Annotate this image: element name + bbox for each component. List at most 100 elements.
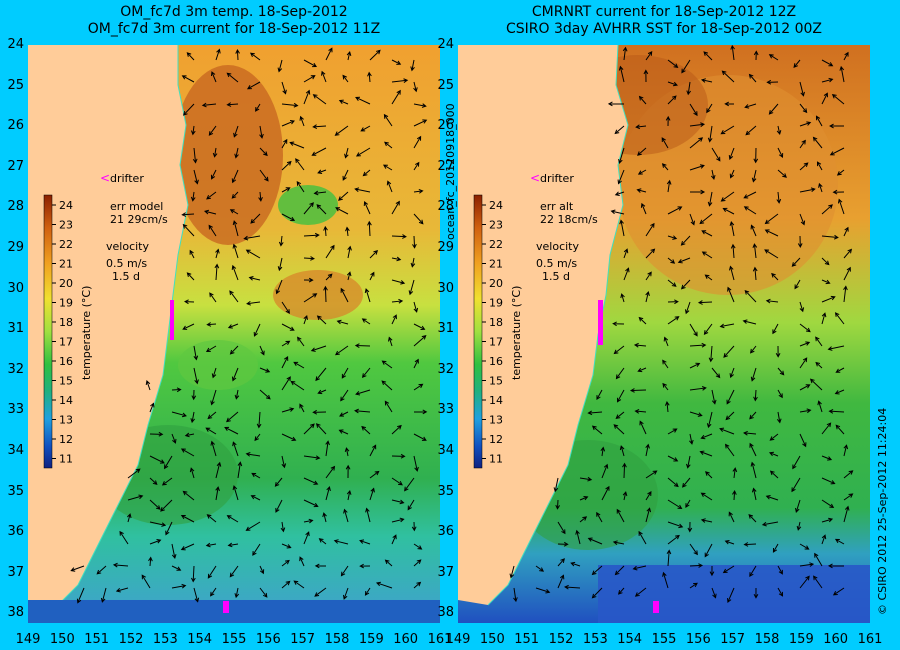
current-arrow — [596, 389, 603, 401]
current-arrow — [821, 234, 839, 240]
current-arrow — [391, 534, 397, 545]
current-arrow — [355, 96, 371, 105]
current-arrow — [318, 538, 327, 545]
current-arrow — [148, 556, 153, 567]
current-arrow — [311, 147, 327, 156]
longitude-label: 157 — [290, 632, 316, 647]
current-arrow — [776, 125, 782, 136]
current-arrow — [509, 565, 515, 579]
current-arrow — [312, 94, 327, 105]
current-arrow — [340, 287, 349, 303]
current-arrow — [667, 279, 677, 287]
current-arrow — [643, 69, 649, 83]
longitude-label: 161 — [857, 632, 883, 647]
current-arrow — [190, 125, 196, 136]
current-arrow — [843, 493, 854, 501]
current-arrow — [843, 444, 849, 457]
longitude-label: 156 — [255, 632, 281, 647]
current-arrow — [799, 139, 806, 149]
current-arrow — [689, 189, 706, 195]
current-arrow — [191, 565, 196, 583]
current-arrow — [303, 314, 308, 325]
current-arrow — [293, 580, 305, 589]
drifter-label: drifter — [540, 172, 574, 185]
current-arrow — [299, 556, 305, 567]
current-arrow — [336, 319, 349, 325]
current-arrow — [190, 191, 196, 202]
current-arrow — [413, 81, 418, 93]
current-arrow — [256, 411, 262, 429]
current-arrow — [613, 345, 625, 355]
current-arrow — [224, 426, 239, 435]
velocity-legend: velocity 0.5 m/s 1.5 d — [106, 240, 149, 283]
current-arrow — [214, 263, 220, 281]
current-arrow — [815, 115, 823, 127]
current-arrow — [639, 420, 647, 435]
current-arrow — [345, 464, 351, 479]
current-arrow — [210, 71, 217, 83]
current-arrow — [689, 103, 698, 117]
latitude-label: 25 — [437, 77, 454, 93]
current-arrow — [797, 235, 803, 248]
current-arrow — [638, 316, 647, 325]
current-arrow — [231, 367, 239, 382]
longitude-label: 159 — [358, 632, 384, 647]
current-arrow — [209, 292, 217, 303]
current-arrow — [821, 295, 836, 303]
current-arrow — [700, 433, 713, 440]
err-line1: err alt — [540, 200, 574, 213]
current-arrow — [749, 442, 757, 457]
current-arrow — [616, 508, 625, 523]
current-arrow — [791, 257, 801, 267]
current-arrow — [835, 424, 845, 435]
current-arrow — [303, 59, 318, 68]
current-arrow — [363, 200, 371, 215]
current-arrow — [645, 271, 652, 281]
current-arrow — [710, 169, 716, 180]
current-arrow — [689, 582, 698, 589]
current-arrow — [226, 102, 239, 107]
current-arrow — [290, 380, 305, 391]
current-arrow — [843, 505, 850, 523]
current-arrow — [677, 257, 691, 264]
current-arrow — [341, 367, 349, 379]
current-arrow — [768, 451, 779, 457]
left-map-panel: < drifter err model 21 29cm/s velocity 0… — [28, 45, 440, 623]
current-arrow — [749, 565, 757, 578]
current-arrow — [663, 336, 669, 347]
current-arrow — [772, 543, 779, 553]
current-arrow — [612, 321, 625, 327]
current-arrow — [281, 407, 295, 413]
current-arrow — [816, 161, 823, 171]
current-arrow — [299, 403, 305, 413]
left-panel-title: OM_fc7d 3m temp. 18-Sep-2012 OM_fc7d 3m … — [28, 4, 440, 38]
current-arrow — [680, 279, 691, 290]
current-arrow — [259, 565, 265, 575]
current-arrow — [281, 355, 289, 369]
velocity-title: velocity — [536, 240, 579, 253]
current-arrow — [707, 191, 713, 207]
current-arrow — [730, 45, 735, 61]
current-arrow — [843, 285, 848, 303]
latitude-label: 27 — [7, 158, 24, 174]
current-arrow — [703, 51, 713, 61]
current-arrow — [689, 362, 701, 369]
current-arrow — [323, 225, 328, 237]
current-arrow — [610, 209, 625, 215]
current-arrow — [303, 202, 314, 215]
current-arrow — [814, 552, 823, 567]
current-arrow — [601, 485, 610, 501]
latitude-label: 28 — [437, 199, 454, 215]
current-arrow — [149, 499, 161, 510]
current-arrow — [314, 587, 327, 597]
latitude-label: 29 — [7, 240, 24, 255]
drifter-legend: < drifter — [530, 171, 574, 185]
current-arrow — [413, 581, 422, 589]
current-arrow — [342, 169, 349, 181]
current-arrow — [689, 323, 698, 337]
current-arrow — [180, 543, 195, 551]
current-arrow — [601, 463, 609, 479]
drifter-track — [653, 601, 659, 613]
colorbar: 24 23 22 21 20 19 18 17 16 15 14 13 12 11 temperature… — [43, 194, 93, 469]
current-arrow — [667, 206, 683, 215]
